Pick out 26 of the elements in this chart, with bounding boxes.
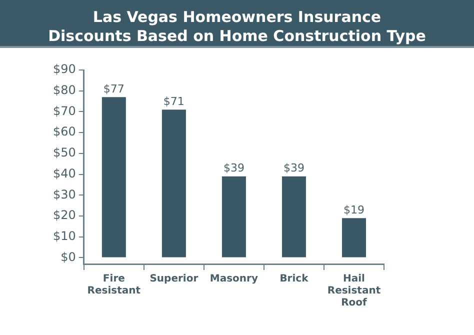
- x-tick-label: Hail Resistant Roof: [327, 274, 381, 309]
- y-tick-label: $80: [53, 82, 76, 97]
- bar: [222, 176, 246, 258]
- y-tick-label: $70: [53, 104, 76, 118]
- data-label: $77: [103, 82, 124, 96]
- x-tick-label: Fire Resistant: [87, 274, 141, 297]
- bar: [102, 97, 126, 258]
- data-label: $71: [163, 94, 184, 108]
- y-tick-label: $40: [53, 166, 76, 180]
- x-tick-label: Brick: [280, 274, 309, 285]
- data-label: $19: [343, 203, 364, 216]
- bar: [162, 110, 186, 258]
- chart-title: Las Vegas Homeowners Insurance Discounts Based on Home Construction Type: [0, 0, 474, 48]
- y-tick-label: $10: [53, 229, 76, 244]
- data-label: $39: [223, 162, 244, 175]
- y-tick-label: $60: [53, 124, 76, 139]
- data-label: $39: [283, 162, 304, 175]
- y-tick-label: $50: [53, 146, 76, 160]
- bar: [342, 218, 366, 258]
- y-tick-label: $30: [53, 187, 76, 202]
- x-tick-label: Superior: [150, 274, 198, 285]
- y-tick-label: $20: [53, 208, 76, 222]
- y-tick-label: $0: [60, 250, 76, 264]
- bar: [282, 176, 306, 258]
- x-tick-label: Masonry: [210, 274, 258, 285]
- y-tick-label: $90: [53, 62, 76, 76]
